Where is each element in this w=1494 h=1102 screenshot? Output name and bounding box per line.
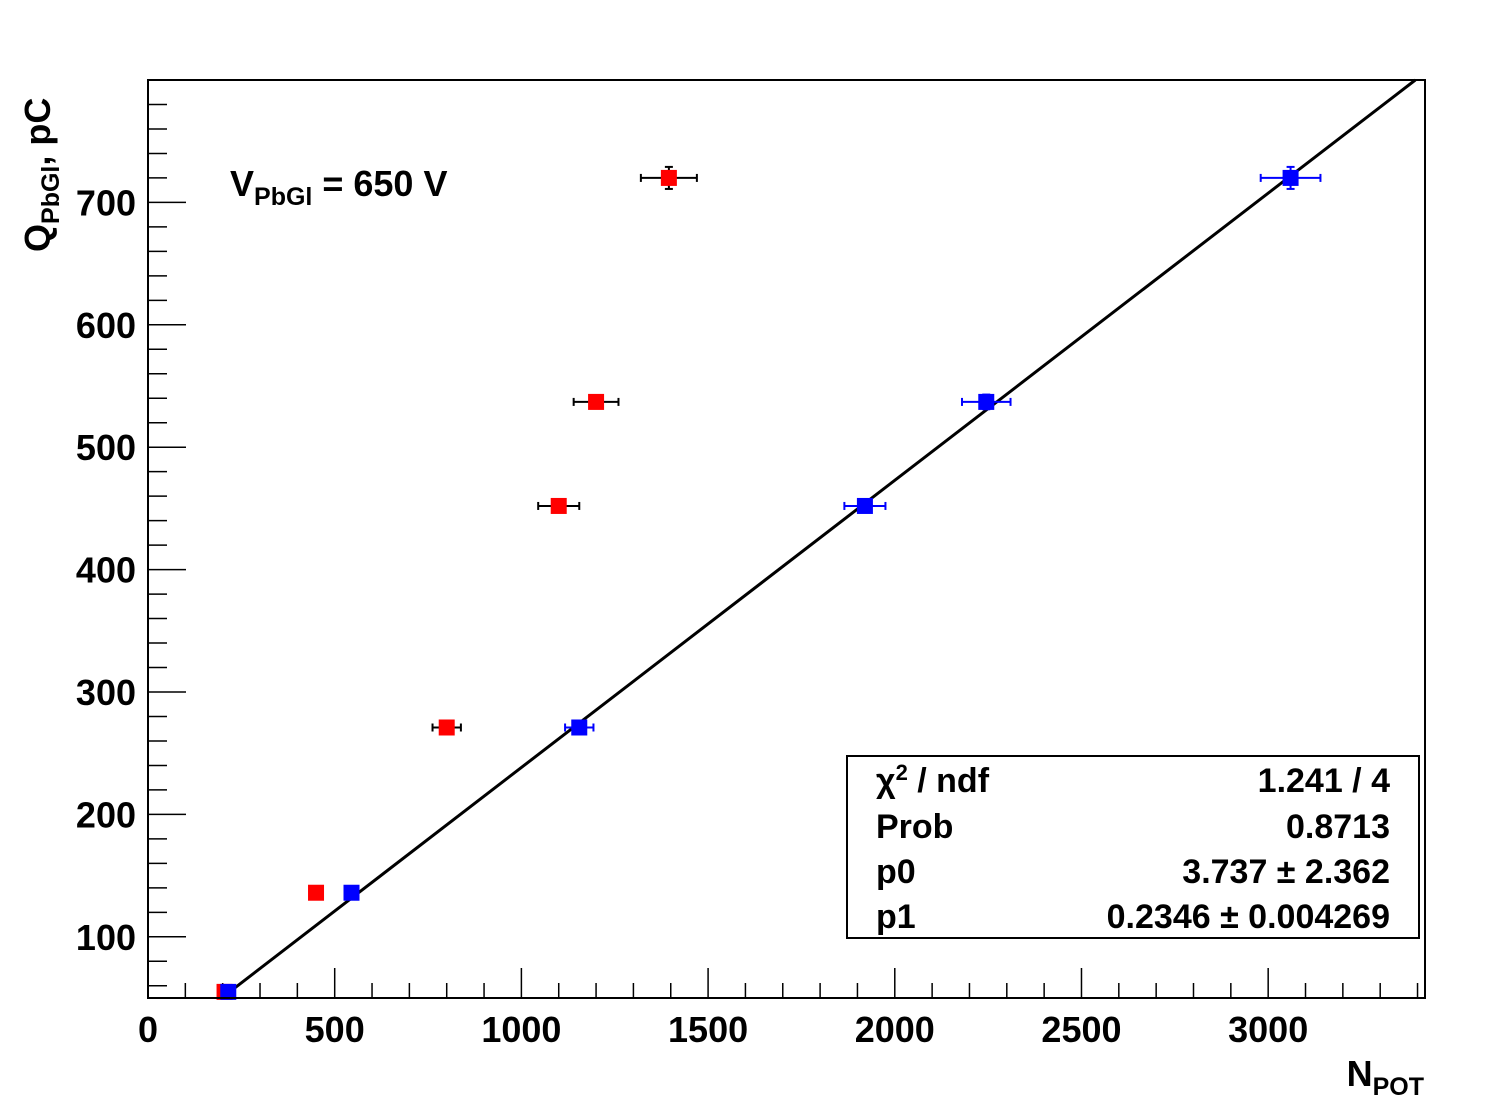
red-marker	[588, 393, 605, 410]
blue-marker	[571, 719, 588, 736]
x-tick-label: 3000	[1228, 1009, 1308, 1050]
axis-ticks	[147, 79, 1419, 998]
stats-row-chi2: χ2 / ndf 1.241 / 4	[876, 759, 1390, 803]
blue-marker	[856, 497, 873, 514]
y-axis-label-sub: PbGl	[37, 166, 65, 224]
blue-data-point	[1259, 165, 1322, 190]
x-axis-label-main: N	[1347, 1053, 1373, 1094]
prob-label: Prob	[876, 807, 954, 846]
x-tick-label: 2500	[1041, 1009, 1121, 1050]
blue-marker	[220, 983, 237, 1000]
red-data-point	[572, 393, 620, 410]
y-tick-label: 600	[76, 305, 136, 346]
y-tick-label: 700	[76, 182, 136, 223]
x-tick-label: 2000	[855, 1009, 935, 1050]
y-tick-label: 200	[76, 794, 136, 835]
red-data-point	[308, 884, 325, 901]
voltage-annotation-rest: = 650 V	[312, 163, 447, 204]
voltage-annotation: VPbGl = 650 V	[230, 163, 447, 211]
p0-label: p0	[876, 852, 916, 891]
x-tick-label: 500	[305, 1009, 365, 1050]
fit-line	[223, 78, 1417, 997]
y-axis-label: QPbGl, pC	[17, 98, 65, 252]
blue-data-point	[843, 497, 887, 514]
red-marker	[550, 497, 567, 514]
fit-stats-box: χ2 / ndf 1.241 / 4 Prob 0.8713 p0 3.737 …	[846, 755, 1420, 939]
y-tick-label: 100	[76, 917, 136, 958]
y-tick-labels: 100 200 300 400 500 600 700	[76, 182, 136, 957]
data-points	[216, 165, 1322, 1000]
p0-value: 3.737 ± 2.362	[1182, 852, 1390, 891]
chi2-value: 1.241 / 4	[1257, 761, 1390, 800]
x-tick-label: 0	[138, 1009, 158, 1050]
x-axis-label: NPOT	[1347, 1053, 1424, 1101]
stats-row-p0: p0 3.737 ± 2.362	[876, 850, 1390, 894]
blue-marker	[978, 393, 995, 410]
red-marker	[308, 884, 325, 901]
x-axis-label-sub: POT	[1373, 1073, 1424, 1101]
p1-value: 0.2346 ± 0.004269	[1106, 897, 1390, 936]
red-data-point	[431, 719, 462, 736]
stats-row-prob: Prob 0.8713	[876, 805, 1390, 849]
y-axis-label-main: Q	[17, 224, 58, 252]
blue-marker	[343, 884, 360, 901]
y-tick-label: 300	[76, 672, 136, 713]
p1-label: p1	[876, 897, 916, 936]
y-tick-label: 500	[76, 427, 136, 468]
red-marker	[660, 169, 677, 186]
prob-value: 0.8713	[1286, 807, 1390, 846]
voltage-annotation-sub: PbGl	[254, 183, 312, 211]
x-tick-labels: 0 500 1000 1500 2000 2500 3000	[138, 1009, 1308, 1050]
blue-marker	[1282, 169, 1299, 186]
y-axis-label-suffix: , pC	[17, 98, 58, 166]
red-data-point	[639, 165, 698, 190]
plot-frame	[147, 79, 1426, 999]
voltage-annotation-main: V	[230, 163, 254, 204]
red-marker	[438, 719, 455, 736]
blue-data-point	[960, 393, 1012, 411]
x-tick-label: 1000	[481, 1009, 561, 1050]
chi2-label: χ2 / ndf	[876, 759, 990, 800]
blue-data-point	[564, 719, 595, 736]
blue-data-point	[343, 884, 360, 901]
stats-row-p1: p1 0.2346 ± 0.004269	[876, 895, 1390, 939]
blue-data-point	[220, 983, 237, 1000]
x-tick-label: 1500	[668, 1009, 748, 1050]
y-tick-label: 400	[76, 550, 136, 591]
red-data-point	[537, 497, 581, 514]
